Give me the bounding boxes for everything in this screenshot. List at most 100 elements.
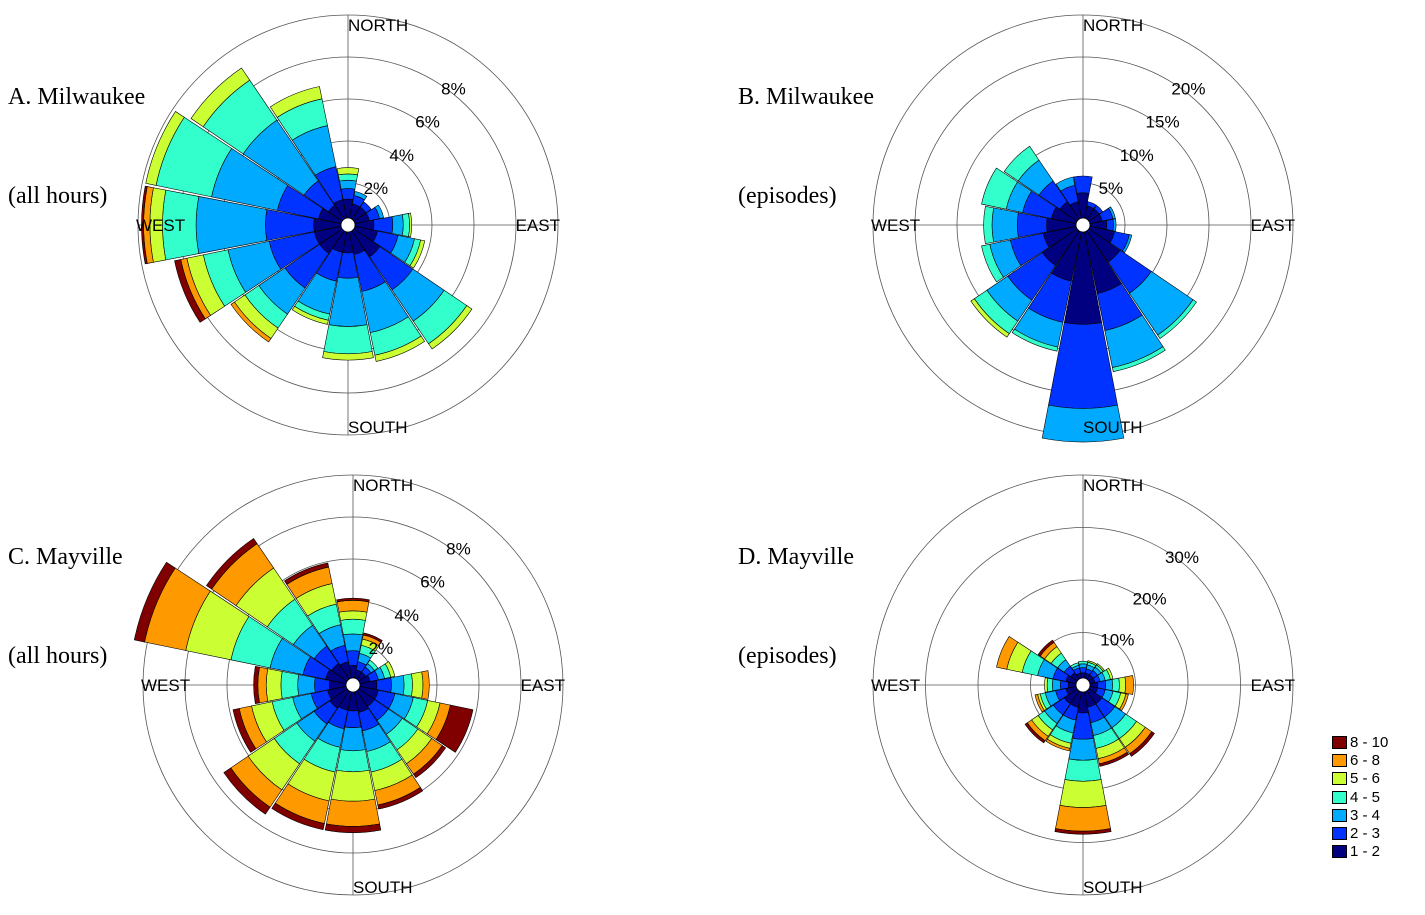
sector-segment xyxy=(253,665,260,705)
sector-segment xyxy=(291,305,329,325)
legend-swatch-1-2 xyxy=(1332,845,1347,859)
sector-segment xyxy=(1098,751,1130,767)
sector-segment xyxy=(981,243,1004,283)
sector-segment xyxy=(1119,693,1129,711)
sector-segment xyxy=(1044,677,1049,693)
sector-segment xyxy=(223,767,271,815)
direction-label-east: EAST xyxy=(1251,676,1295,695)
direction-label-south: SOUTH xyxy=(353,878,413,897)
legend-swatch-2-3 xyxy=(1332,827,1347,841)
sector-segment xyxy=(1108,206,1116,220)
sector-segment xyxy=(265,668,283,702)
ring-label: 2% xyxy=(369,639,394,658)
sector-segment xyxy=(322,351,374,361)
direction-label-north: NORTH xyxy=(1083,476,1143,495)
sector-segment xyxy=(1157,299,1197,339)
ring-label: 8% xyxy=(446,540,471,559)
sector-segment xyxy=(1003,145,1040,182)
panel-d-title-line1: D. Mayville xyxy=(738,544,854,570)
ring-label: 20% xyxy=(1133,589,1167,608)
windrose-d: 10% 20% 30% NORTH SOUTH EAST WEST xyxy=(871,474,1295,897)
sector-segment xyxy=(402,673,413,697)
panel-a-title-line1: A. Milwaukee xyxy=(8,84,146,110)
windrose-c: 2%4%6%8% NORTH SOUTH EAST WEST xyxy=(133,474,565,897)
sector-segment xyxy=(1078,660,1088,665)
sector-segment xyxy=(330,769,376,802)
legend-label: 2 - 3 xyxy=(1350,825,1381,843)
ring-label: 20% xyxy=(1171,80,1205,99)
sector-segment xyxy=(359,201,372,214)
legend-label: 6 - 8 xyxy=(1350,751,1381,769)
legend: 8 - 10 6 - 8 5 - 6 4 - 5 3 - 4 2 - 3 1 -… xyxy=(1332,733,1388,861)
sector-segment xyxy=(340,188,356,200)
sector-segment xyxy=(377,786,424,810)
legend-item: 3 - 4 xyxy=(1332,806,1388,824)
sector-segment xyxy=(230,301,272,343)
ring-label: 4% xyxy=(394,606,419,625)
sector-segment xyxy=(435,704,474,753)
direction-label-west: WEST xyxy=(141,676,190,695)
direction-label-north: NORTH xyxy=(348,16,408,35)
sector-segment xyxy=(145,111,185,186)
sector-segment xyxy=(1059,779,1107,808)
sector-segment xyxy=(324,823,382,834)
ring-label: 10% xyxy=(1100,631,1134,650)
panel-b-title-line1: B. Milwaukee xyxy=(738,84,874,110)
sector-segment xyxy=(338,173,358,182)
direction-label-south: SOUTH xyxy=(1083,418,1143,437)
sector-segment xyxy=(336,749,370,773)
sector-segment xyxy=(374,204,385,219)
sector-segment xyxy=(336,167,360,176)
sector-segment xyxy=(1052,678,1062,692)
legend-label: 5 - 6 xyxy=(1350,770,1381,788)
sector-segment xyxy=(1046,677,1054,693)
sector-segment xyxy=(280,671,300,699)
sector-segment xyxy=(190,67,251,128)
panel-c-title-line1: C. Mayville xyxy=(8,544,123,570)
sector-segment xyxy=(1129,731,1155,757)
sector-segment xyxy=(340,726,366,752)
sector-segment xyxy=(1011,328,1059,352)
center-hole xyxy=(1075,217,1091,233)
sector-segment xyxy=(390,675,405,695)
direction-label-west: WEST xyxy=(871,676,920,695)
direction-label-north: NORTH xyxy=(353,476,413,495)
legend-label: 8 - 10 xyxy=(1350,733,1389,751)
sector-segment xyxy=(297,674,316,696)
legend-label: 1 - 2 xyxy=(1350,843,1381,861)
legend-swatch-3-4 xyxy=(1332,808,1347,822)
legend-item: 8 - 10 xyxy=(1332,733,1388,751)
legend-label: 3 - 4 xyxy=(1350,806,1381,824)
windrose-b: 5% 10% 15% 20% NORTH SOUTH EAST WEST xyxy=(871,14,1295,443)
ring-label: 2% xyxy=(364,179,389,198)
sector-segment xyxy=(1096,663,1105,672)
center-hole xyxy=(345,677,361,693)
center-hole xyxy=(1075,677,1091,693)
panel-d-title-line2: (episodes) xyxy=(738,643,837,669)
sector-segment xyxy=(981,167,1018,210)
direction-label-east: EAST xyxy=(521,676,565,695)
panel-c-title-line2: (all hours) xyxy=(8,643,108,669)
direction-label-north: NORTH xyxy=(1083,16,1143,35)
center-hole xyxy=(340,217,356,233)
sector-segment xyxy=(1055,804,1111,832)
ring-label: 5% xyxy=(1099,179,1124,198)
ring-label: 6% xyxy=(415,113,440,132)
sector-segment xyxy=(1045,738,1071,752)
ring-label: 4% xyxy=(389,146,414,165)
sector-segment xyxy=(336,600,370,613)
sector-segment xyxy=(353,191,368,201)
sector-segment xyxy=(983,205,994,245)
sector-segment xyxy=(1093,204,1104,215)
sector-segment xyxy=(206,538,258,590)
sector-segment xyxy=(339,179,357,190)
sector-segment xyxy=(411,671,424,699)
ring-label: 8% xyxy=(441,80,466,99)
ring-label: 15% xyxy=(1146,113,1180,132)
sector-segment xyxy=(1111,677,1120,693)
sector-segment xyxy=(174,259,206,323)
sector-segment xyxy=(343,633,363,652)
direction-label-west: WEST xyxy=(136,216,185,235)
sector-segment xyxy=(391,214,404,236)
sector-segment xyxy=(1024,722,1046,744)
